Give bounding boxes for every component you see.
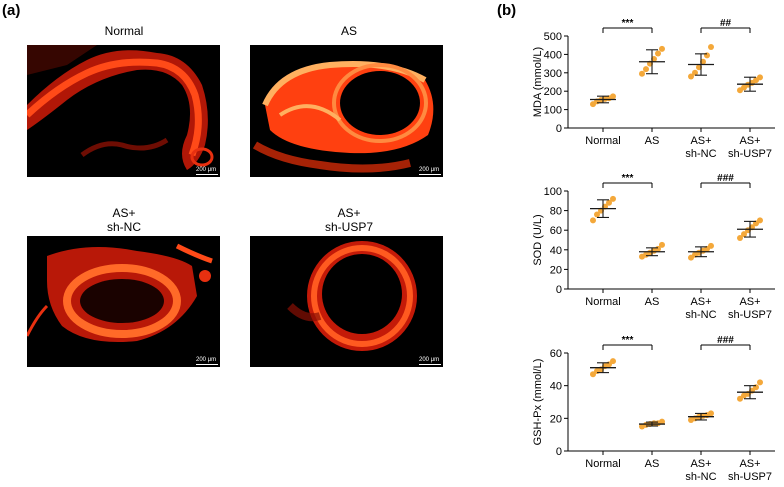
y-tick-label: 0 bbox=[556, 123, 562, 135]
y-tick-label: 60 bbox=[550, 225, 562, 237]
data-point bbox=[659, 45, 665, 52]
y-tick-label: 40 bbox=[550, 381, 562, 393]
scale-bar: 200 μm bbox=[196, 357, 218, 365]
data-point bbox=[688, 73, 694, 80]
data-point bbox=[606, 199, 612, 206]
data-point bbox=[741, 231, 747, 238]
significance-label: ### bbox=[717, 173, 734, 184]
x-tick-label: AS bbox=[645, 296, 660, 308]
micrograph-as-shusp7: 200 μm bbox=[250, 236, 443, 367]
data-point bbox=[590, 371, 596, 378]
y-tick-label: 400 bbox=[544, 49, 562, 61]
significance-label: *** bbox=[622, 173, 634, 184]
y-tick-label: 40 bbox=[550, 245, 562, 257]
y-tick-label: 300 bbox=[544, 68, 562, 80]
x-tick-label: AS bbox=[645, 135, 660, 147]
x-tick-label: AS+ bbox=[690, 296, 711, 308]
y-tick-label: 500 bbox=[544, 31, 562, 43]
data-point bbox=[737, 235, 743, 242]
y-tick-label: 100 bbox=[544, 105, 562, 117]
y-tick-label: 0 bbox=[556, 284, 562, 296]
micrograph-title-as: AS bbox=[340, 24, 357, 38]
scale-bar: 200 μm bbox=[419, 167, 441, 175]
x-tick-label: sh-USP7 bbox=[728, 148, 772, 160]
data-point bbox=[757, 379, 763, 386]
data-point bbox=[692, 69, 698, 76]
micrograph-title-normal: Normal bbox=[104, 24, 144, 38]
significance-label: *** bbox=[622, 18, 634, 29]
panel-label-b: (b) bbox=[497, 2, 517, 19]
x-tick-label: sh-USP7 bbox=[728, 309, 772, 321]
y-tick-label: 20 bbox=[550, 264, 562, 276]
y-tick-label: 0 bbox=[556, 446, 562, 458]
y-tick-label: 200 bbox=[544, 86, 562, 98]
x-tick-label: AS bbox=[645, 458, 660, 470]
data-point bbox=[708, 410, 714, 417]
significance-label: ### bbox=[717, 335, 734, 346]
data-point bbox=[708, 242, 714, 249]
x-tick-label: sh-NC bbox=[685, 148, 716, 160]
data-point bbox=[594, 211, 600, 218]
micrograph-normal: 200 μm bbox=[27, 45, 220, 177]
significance-label: ## bbox=[720, 18, 732, 29]
data-point bbox=[610, 93, 616, 100]
micrograph-as-shnc: 200 μm bbox=[27, 236, 220, 367]
data-point bbox=[659, 418, 665, 425]
y-tick-label: 80 bbox=[550, 206, 562, 218]
x-tick-label: AS+ bbox=[739, 458, 760, 470]
micrograph-as: 200 μm bbox=[250, 45, 443, 177]
x-tick-label: Normal bbox=[585, 296, 620, 308]
scale-bar: 200 μm bbox=[419, 357, 441, 365]
data-point bbox=[737, 395, 743, 402]
x-tick-label: sh-NC bbox=[685, 471, 716, 483]
x-tick-label: sh-USP7 bbox=[728, 471, 772, 483]
data-point bbox=[639, 70, 645, 77]
data-point bbox=[610, 358, 616, 365]
data-point bbox=[708, 44, 714, 51]
micrograph-title-as-shnc: AS+ sh-NC bbox=[106, 206, 141, 234]
x-tick-label: AS+ bbox=[690, 458, 711, 470]
y-axis-label: GSH-Px (mmol/L) bbox=[532, 359, 544, 446]
significance-label: *** bbox=[622, 335, 634, 346]
data-point bbox=[590, 217, 596, 224]
data-point bbox=[610, 195, 616, 202]
y-axis-label: MDA (mmol/L) bbox=[532, 47, 544, 117]
x-tick-label: sh-NC bbox=[685, 309, 716, 321]
scale-bar: 200 μm bbox=[196, 167, 218, 175]
panel-label-a: (a) bbox=[2, 2, 21, 19]
data-point bbox=[659, 241, 665, 248]
x-tick-label: Normal bbox=[585, 458, 620, 470]
micrograph-title-as-shusp7: AS+ sh-USP7 bbox=[324, 206, 374, 234]
y-tick-label: 60 bbox=[550, 348, 562, 360]
x-tick-label: Normal bbox=[585, 135, 620, 147]
data-point bbox=[655, 50, 661, 57]
x-tick-label: AS+ bbox=[739, 135, 760, 147]
data-point bbox=[704, 52, 710, 59]
x-tick-label: AS+ bbox=[690, 135, 711, 147]
data-point bbox=[757, 217, 763, 224]
data-point bbox=[643, 66, 649, 73]
y-tick-label: 20 bbox=[550, 413, 562, 425]
y-axis-label: SOD (U/L) bbox=[532, 214, 544, 265]
data-point bbox=[757, 74, 763, 81]
x-tick-label: AS+ bbox=[739, 296, 760, 308]
y-tick-label: 100 bbox=[544, 186, 562, 198]
